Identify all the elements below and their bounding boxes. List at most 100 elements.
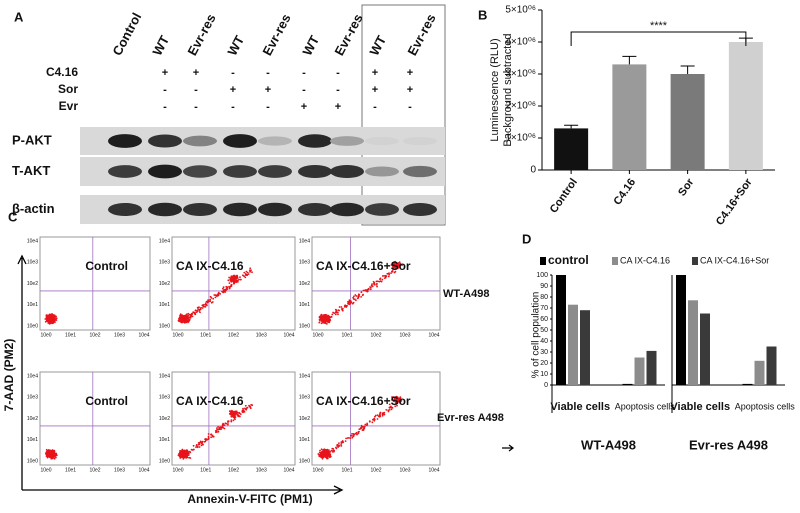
event-dot [383, 413, 386, 416]
event-dot [230, 276, 233, 278]
event-dot [365, 424, 368, 426]
blot-band [108, 165, 142, 178]
treatment-sign: + [372, 67, 378, 79]
event-dot [210, 436, 213, 439]
y-tick-label: 90 [540, 283, 548, 290]
event-dot [357, 432, 360, 435]
event-dot [228, 287, 231, 290]
treatment-label: Evr [59, 99, 79, 113]
event-dot [353, 295, 355, 298]
flow-x-tick-label: 10e2 [89, 467, 100, 473]
flow-y-tick-label: 10e3 [27, 395, 38, 401]
event-dot [185, 313, 188, 316]
flow-x-tick-label: 10e0 [40, 332, 51, 338]
flow-x-tick-label: 10e1 [200, 467, 211, 473]
event-dot [360, 291, 363, 294]
treatment-sign: - [302, 67, 306, 79]
legend-swatch [612, 257, 618, 265]
event-dot [230, 419, 233, 421]
event-dot [385, 275, 387, 278]
event-dot [216, 295, 218, 297]
event-dot [392, 265, 394, 268]
group-label: WT-A498 [581, 437, 636, 452]
event-dot [369, 288, 372, 291]
flow-y-tick-label: 10e0 [27, 458, 38, 464]
event-dot [373, 419, 376, 422]
flow-x-tick-label: 10e1 [65, 332, 76, 338]
flow-y-tick-label: 10e2 [299, 281, 310, 287]
event-dot [244, 407, 246, 410]
event-dot [222, 291, 225, 293]
event-dot [185, 454, 187, 457]
bar [554, 128, 589, 170]
event-dot [390, 408, 393, 411]
event-dot [338, 442, 340, 444]
event-dot [183, 455, 186, 458]
legend-label: CA IX-C4.16 [620, 255, 670, 265]
event-dot [398, 399, 401, 402]
blot-band [330, 164, 364, 179]
event-dot [249, 270, 252, 272]
event-dot [386, 272, 389, 275]
event-dot [196, 446, 199, 449]
blot-band [148, 164, 182, 179]
event-dot [395, 261, 397, 264]
event-dot [322, 451, 324, 454]
event-dot [193, 448, 195, 451]
event-dot [331, 447, 334, 450]
flow-y-tick-label: 10e4 [27, 373, 38, 379]
flow-y-tick-label: 10e1 [27, 302, 38, 308]
event-dot [200, 444, 203, 447]
event-dot [331, 313, 334, 316]
lane-label: Control [109, 10, 144, 58]
event-dot [325, 449, 328, 451]
event-dot [387, 275, 390, 278]
blot-band [365, 166, 399, 177]
event-dot [182, 318, 185, 320]
event-dot [394, 270, 397, 273]
lane-label: Evr-res [404, 11, 438, 58]
event-dot [230, 415, 233, 418]
event-dot [318, 321, 321, 324]
y-tick-label: 50 [540, 327, 548, 334]
event-dot [53, 317, 56, 320]
flow-x-tick-label: 10e2 [370, 332, 381, 338]
flow-x-tick-label: 10e2 [89, 332, 100, 338]
plot-label: CA IX-C4.16 [176, 394, 244, 408]
event-dot [251, 271, 253, 274]
event-dot [250, 403, 253, 406]
event-dot [360, 427, 363, 429]
event-dot [222, 286, 225, 289]
flow-x-tick-label: 10e0 [312, 332, 323, 338]
event-dot [214, 430, 217, 432]
event-dot [351, 436, 354, 439]
event-dot [192, 444, 195, 447]
bar [622, 383, 633, 385]
event-dot [187, 317, 190, 319]
event-dot [195, 446, 197, 448]
event-dot [55, 317, 58, 320]
x-tick-label: C4.16+Sor [714, 176, 755, 228]
event-dot [198, 446, 201, 448]
event-dot [209, 295, 212, 298]
event-dot [199, 311, 201, 314]
event-dot [186, 315, 188, 317]
blot-band [298, 202, 332, 217]
event-dot [362, 289, 365, 292]
event-dot [51, 314, 54, 317]
bar [646, 350, 657, 385]
blot-band [183, 165, 217, 178]
event-dot [344, 304, 347, 307]
treatment-sign: + [230, 84, 236, 96]
event-dot [188, 318, 191, 321]
event-dot [355, 431, 358, 434]
event-dot [376, 285, 378, 288]
flow-y-tick-label: 10e4 [159, 238, 170, 244]
event-dot [364, 289, 367, 291]
event-dot [394, 267, 397, 270]
event-dot [223, 427, 226, 430]
event-dot [51, 319, 54, 322]
event-dot [326, 457, 328, 460]
event-dot [399, 401, 402, 403]
event-dot [378, 280, 381, 283]
